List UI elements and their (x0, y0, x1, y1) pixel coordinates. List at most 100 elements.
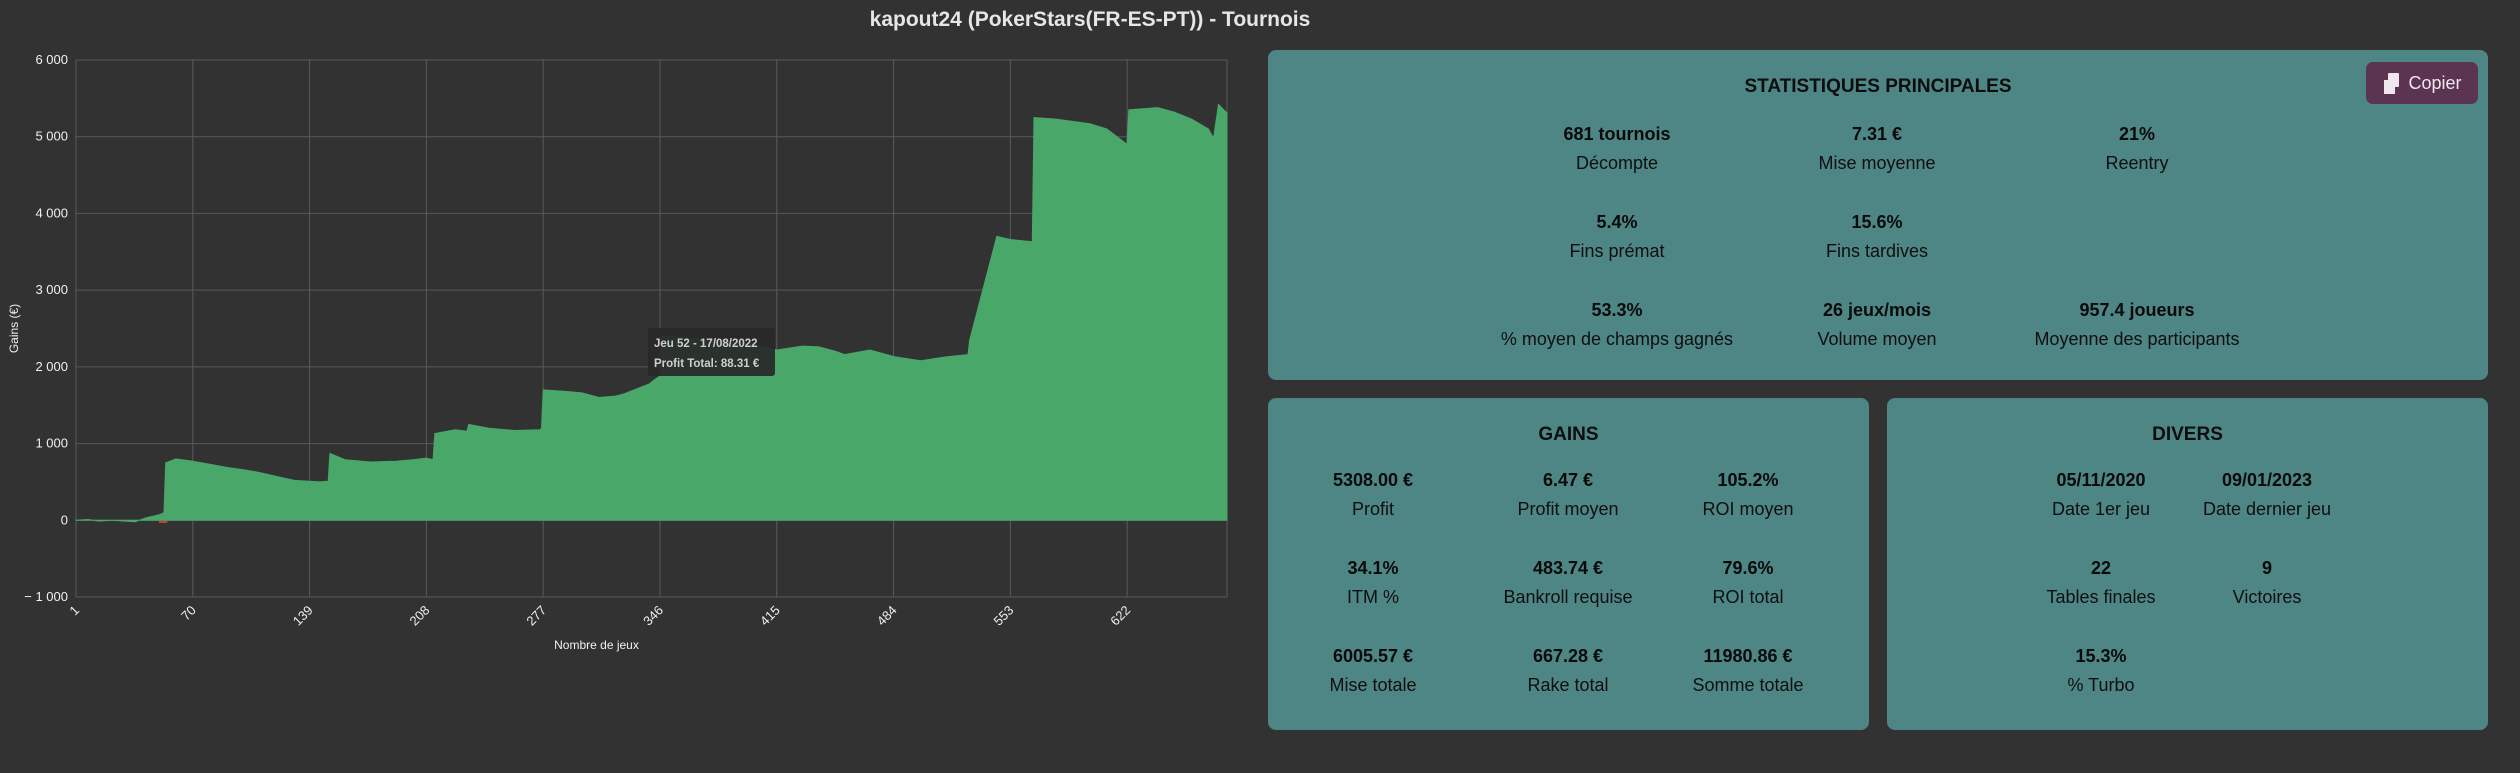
stat-value: 26 jeux/mois (1822, 300, 1932, 320)
stat-avg-roi: 105.2% ROI moyen (1648, 470, 1848, 520)
y-tick-label: 1 000 (35, 436, 68, 451)
stat-label: Date 1er jeu (2051, 499, 2151, 519)
copy-button-label: Copier (2408, 72, 2462, 93)
stat-victories: 9 Victoires (2167, 558, 2367, 608)
stat-value: 667.28 € (1532, 646, 1604, 666)
stat-label: Volume moyen (1817, 329, 1937, 349)
stat-label: Somme totale (1692, 675, 1804, 695)
stat-total-roi: 79.6% ROI total (1648, 558, 1848, 608)
stat-value: 483.74 € (1532, 558, 1604, 578)
copy-icon (2382, 73, 2400, 96)
stat-final-tables: 22 Tables finales (2001, 558, 2201, 608)
main-stats-panel: STATISTIQUES PRINCIPALES Copier 681 tour… (1268, 50, 2488, 380)
stat-value: 681 tournois (1563, 124, 1671, 144)
stat-value: 6.47 € (1542, 470, 1594, 490)
stat-label: Rake total (1527, 675, 1609, 695)
stat-value: 53.3% (1591, 300, 1643, 320)
stat-total-rake: 667.28 € Rake total (1468, 646, 1668, 696)
stat-label: Profit (1351, 499, 1394, 519)
stat-label: Tables finales (2046, 587, 2156, 607)
x-tick-label: 553 (991, 603, 1017, 629)
stat-value: 79.6% (1722, 558, 1774, 578)
stat-label: ROI moyen (1702, 499, 1794, 519)
stat-value: 09/01/2023 (2221, 470, 2313, 490)
stat-avg-profit: 6.47 € Profit moyen (1468, 470, 1668, 520)
stat-value: 957.4 joueurs (2079, 300, 2195, 320)
x-tick-label: 415 (757, 603, 783, 629)
stat-label: Fins tardives (1825, 241, 1929, 261)
y-tick-label: 6 000 (35, 52, 68, 67)
stat-count: 681 tournois Décompte (1487, 124, 1747, 174)
x-tick-label: 277 (523, 603, 549, 629)
stat-label: Reentry (2105, 153, 2169, 173)
y-tick-label: 4 000 (35, 205, 68, 220)
stat-late-finish: 15.6% Fins tardives (1747, 212, 2007, 262)
y-tick-label: 5 000 (35, 129, 68, 144)
y-tick-label: 3 000 (35, 282, 68, 297)
stat-label: Mise moyenne (1818, 153, 1936, 173)
stat-label: Fins prémat (1569, 241, 1665, 261)
stat-label: ITM % (1347, 587, 1399, 607)
stat-bankroll: 483.74 € Bankroll requise (1468, 558, 1668, 608)
x-tick-label: 622 (1107, 603, 1133, 629)
stat-label: ROI total (1712, 587, 1784, 607)
stat-value: 34.1% (1347, 558, 1399, 578)
x-tick-label: 139 (290, 603, 316, 629)
tooltip-line-1: Jeu 52 - 17/08/2022 (654, 338, 758, 350)
stat-volume: 26 jeux/mois Volume moyen (1747, 300, 2007, 350)
stat-label: Date dernier jeu (2202, 499, 2332, 519)
x-tick-label: 1 (66, 603, 82, 619)
stat-profit: 5308.00 € Profit (1273, 470, 1473, 520)
stat-value: 11980.86 € (1703, 646, 1793, 666)
stat-value: 6005.57 € (1332, 646, 1414, 666)
divers-panel: DIVERS 05/11/2020 Date 1er jeu 09/01/202… (1887, 398, 2488, 730)
stat-label: Mise totale (1329, 675, 1417, 695)
stat-label: % Turbo (2067, 675, 2135, 695)
y-tick-label: 2 000 (35, 359, 68, 374)
main-stats-title: STATISTIQUES PRINCIPALES (1744, 76, 2012, 97)
gains-panel: GAINS 5308.00 € Profit 6.47 € Profit moy… (1268, 398, 1869, 730)
stat-itm: 34.1% ITM % (1273, 558, 1473, 608)
stat-value: 9 (2261, 558, 2272, 578)
profit-area-series (75, 103, 1228, 523)
stat-value: 15.6% (1851, 212, 1903, 232)
stat-value: 22 (2090, 558, 2112, 578)
y-tick-label: 0 (61, 512, 68, 527)
x-tick-label: 70 (178, 603, 199, 624)
stat-total-stake: 6005.57 € Mise totale (1273, 646, 1473, 696)
tooltip-line-2: Profit Total: 88.31 € (654, 358, 760, 370)
stat-label: Victoires (2232, 587, 2302, 607)
copy-button[interactable]: Copier (2366, 62, 2478, 104)
stat-value: 105.2% (1717, 470, 1779, 490)
divers-title: DIVERS (2152, 424, 2223, 445)
stat-field-beaten: 53.3% % moyen de champs gagnés (1487, 300, 1747, 350)
stat-early-finish: 5.4% Fins prémat (1487, 212, 1747, 262)
stat-last-game-date: 09/01/2023 Date dernier jeu (2167, 470, 2367, 520)
x-axis-label: Nombre de jeux (554, 638, 639, 652)
stat-value: 21% (2118, 124, 2156, 144)
chart-tooltip: Jeu 52 - 17/08/2022 Profit Total: 88.31 … (648, 328, 775, 376)
x-tick-label: 208 (407, 603, 433, 629)
stat-label: Profit moyen (1517, 499, 1619, 519)
stat-value: 5308.00 € (1332, 470, 1414, 490)
stat-avg-stake: 7.31 € Mise moyenne (1747, 124, 2007, 174)
x-tick-label: 484 (874, 603, 900, 629)
profit-chart[interactable]: 6 000 5 000 4 000 3 000 2 000 1 000 0 − 1 000 1 7… (0, 40, 1250, 680)
stat-value: 15.3% (2075, 646, 2127, 666)
gains-title: GAINS (1538, 424, 1599, 445)
stat-value: 5.4% (1596, 212, 1638, 232)
x-tick-label: 346 (640, 603, 666, 629)
stat-label: Décompte (1575, 153, 1659, 173)
y-axis-label: Gains (€) (7, 304, 21, 353)
stat-value: 7.31 € (1851, 124, 1903, 144)
page-title: kapout24 (PokerStars(FR-ES-PT)) - Tourno… (869, 8, 1311, 31)
y-tick-label: − 1 000 (24, 589, 68, 604)
stat-label: Bankroll requise (1503, 587, 1633, 607)
stat-label: % moyen de champs gagnés (1500, 329, 1734, 349)
stat-label: Moyenne des participants (2034, 329, 2240, 349)
stat-turbo: 15.3% % Turbo (2001, 646, 2201, 696)
stat-first-game-date: 05/11/2020 Date 1er jeu (2001, 470, 2201, 520)
stat-value: 05/11/2020 (2056, 470, 2146, 490)
stat-reentry: 21% Reentry (2007, 124, 2267, 174)
